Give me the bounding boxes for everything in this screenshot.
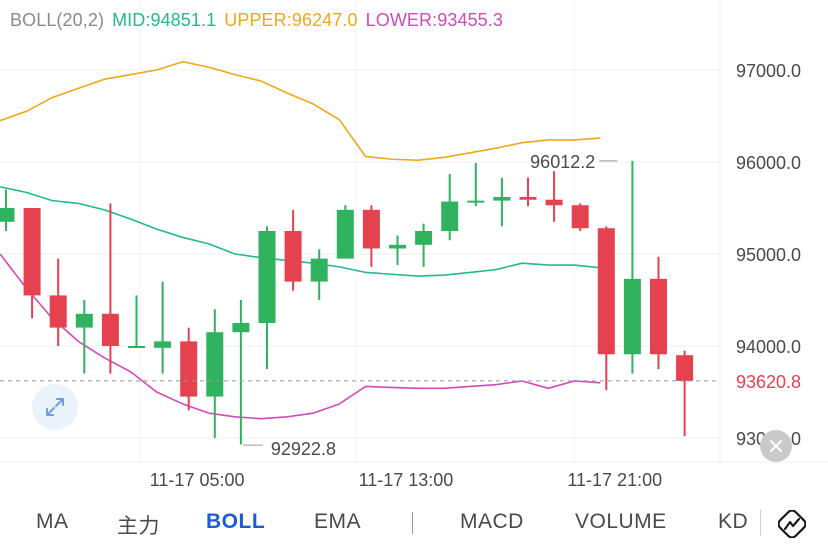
indicator-tab-bar: MA 主力 BOLL EMA MACD VOLUME KD [0, 496, 828, 550]
candle-body [415, 231, 433, 245]
legend-mid: MID:94851.1 [112, 10, 217, 30]
tab-zhuli[interactable]: 主力 [117, 515, 160, 538]
candle-body [597, 228, 615, 355]
candle-body [206, 332, 224, 397]
chart-line-icon [778, 510, 806, 538]
y-tick-label: 94000.0 [736, 337, 801, 357]
y-tick-label: 96000.0 [736, 153, 801, 173]
candle-body [49, 295, 67, 328]
high-price-annotation: 96012.2 [530, 152, 595, 172]
tab-separator [412, 512, 413, 534]
expand-button[interactable] [32, 384, 78, 430]
boll-upper-line [0, 60, 601, 161]
tab-separator-right [760, 510, 761, 536]
y-tick-label: 97000.0 [736, 61, 801, 81]
tab-macd[interactable]: MACD [460, 510, 524, 533]
candle-body [545, 199, 563, 206]
tab-ma[interactable]: MA [36, 510, 69, 533]
candle-body [676, 355, 694, 381]
low-price-annotation: 92922.8 [271, 439, 336, 459]
chart-grid [0, 0, 828, 463]
current-price-label: 93620.8 [736, 372, 801, 392]
chart-settings-button[interactable] [772, 504, 812, 544]
candle-body [284, 231, 302, 282]
candle-body [232, 323, 250, 333]
candle-body [519, 196, 537, 200]
candle-body [389, 244, 406, 249]
candle-body [75, 313, 93, 328]
candle-body [154, 341, 172, 348]
candle-body [493, 196, 511, 201]
candle-body [128, 346, 145, 348]
candle-body [310, 258, 328, 282]
close-icon [770, 440, 782, 452]
x-tick-label: 11-17 13:00 [359, 470, 454, 490]
expand-arrows-icon [46, 398, 64, 416]
candle-body [467, 200, 485, 203]
candle-body [623, 278, 641, 355]
candlestick-chart[interactable]: 97000.096000.095000.094000.093000.011-17… [0, 0, 828, 496]
x-tick-label: 11-17 21:00 [567, 470, 662, 490]
boll-legend: BOLL(20,2) MID:94851.1 UPPER:96247.0 LOWER:… [10, 10, 511, 31]
tab-volume[interactable]: VOLUME [575, 510, 667, 533]
close-button[interactable] [760, 430, 792, 462]
candle-body [258, 231, 276, 323]
candle-body [336, 209, 354, 259]
y-tick-label: 95000.0 [736, 245, 801, 265]
legend-lower: LOWER:93455.3 [365, 10, 503, 30]
candle-body [362, 209, 380, 249]
candles [0, 160, 694, 445]
tab-boll[interactable]: BOLL [206, 510, 266, 533]
candle-body [0, 208, 15, 222]
legend-upper: UPPER:96247.0 [224, 10, 358, 30]
legend-title: BOLL(20,2) [10, 10, 105, 30]
candle-body [101, 313, 119, 346]
candle-body [650, 278, 667, 355]
tab-kd[interactable]: KD [718, 510, 749, 533]
candle-body [180, 341, 198, 397]
candle-body [441, 201, 459, 231]
candle-body [23, 208, 41, 296]
candle-body [571, 205, 589, 229]
tab-ema[interactable]: EMA [314, 510, 362, 533]
boll-lower-line [0, 253, 601, 420]
x-tick-label: 11-17 05:00 [150, 470, 245, 490]
